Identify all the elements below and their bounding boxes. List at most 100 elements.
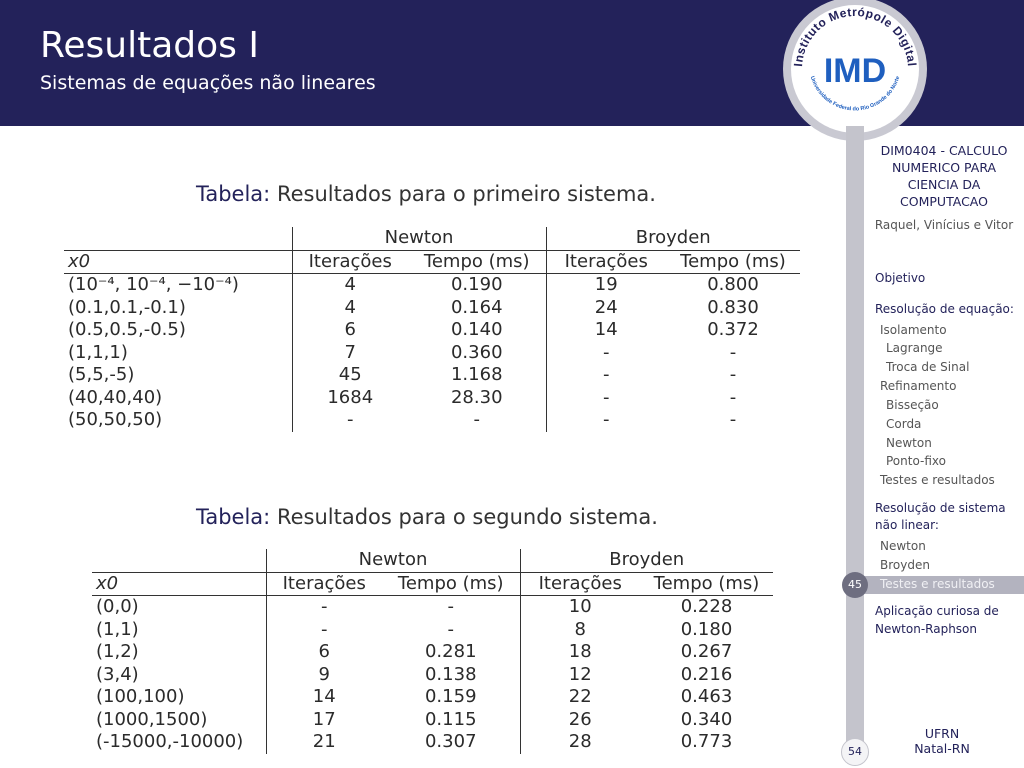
cell-broyden-time: - — [729, 341, 737, 363]
cell-x0: (-15000,-10000) — [96, 731, 244, 752]
table-row: (1000,1500) 17 0.115 26 0.340 — [92, 708, 773, 731]
cell-newton-time: 0.360 — [450, 341, 503, 363]
cell-broyden-time: 0.228 — [680, 596, 733, 617]
cell-newton-iter: - — [265, 595, 382, 619]
sidebar-item-newton-2[interactable]: Newton — [880, 539, 926, 553]
authors: Raquel, Vinícius e Vitor — [874, 218, 1014, 232]
table1: Newton Broyden x0 Iterações Tempo (ms) I… — [64, 227, 800, 432]
cell-broyden-iter: - — [545, 341, 666, 364]
sidebar-active-highlight — [846, 576, 1024, 594]
cell-x0: (3,4) — [96, 663, 139, 685]
sidebar-item-corda[interactable]: Corda — [886, 417, 922, 431]
slide-subtitle: Sistemas de equações não lineares — [40, 72, 376, 94]
cell-newton-time: 0.281 — [424, 641, 477, 662]
cell-x0: (5,5,-5) — [68, 364, 135, 385]
sidebar-item-testes-1[interactable]: Testes e resultados — [880, 473, 995, 487]
sidebar-item-aplicacao[interactable]: Aplicação curiosa de — [875, 604, 999, 618]
sidebar-item-newton-1[interactable]: Newton — [886, 436, 932, 450]
cell-newton-iter: 45 — [291, 364, 408, 387]
logo-acronym: IMD — [824, 52, 886, 90]
cell-x0: (0.5,0.5,-0.5) — [68, 319, 186, 340]
table1-caption-text: Resultados para o primeiro sistema. — [276, 182, 656, 206]
cell-newton-iter: 21 — [265, 731, 382, 754]
cell-broyden-iter: 26 — [519, 708, 640, 731]
sidebar-item-ponto-fixo[interactable]: Ponto-fixo — [886, 454, 946, 468]
cell-broyden-iter: - — [545, 364, 666, 387]
cell-broyden-iter: 22 — [519, 686, 640, 709]
table-row: (100,100) 14 0.159 22 0.463 — [92, 686, 773, 709]
cell-broyden-iter: 18 — [519, 641, 640, 664]
table-row: (1,2) 6 0.281 18 0.267 — [92, 641, 773, 664]
table2-column-header: x0 Iterações Tempo (ms) Iterações Tempo … — [92, 571, 773, 596]
cell-x0: (1,1,1) — [68, 341, 128, 363]
cell-broyden-time: 0.267 — [680, 641, 733, 662]
cell-newton-time: - — [447, 618, 455, 640]
table-row: (0.5,0.5,-0.5) 6 0.140 14 0.372 — [64, 319, 800, 342]
table-row: (1,1) - - 8 0.180 — [92, 618, 773, 641]
sidebar-item-refinamento[interactable]: Refinamento — [880, 379, 957, 393]
cell-x0: (1,1) — [96, 618, 139, 640]
cell-newton-iter: - — [265, 618, 382, 641]
footer-ufrn: UFRN — [924, 726, 960, 741]
cell-x0: (0.1,0.1,-0.1) — [68, 296, 186, 318]
cell-newton-iter: 6 — [291, 319, 408, 342]
sidebar-item-objetivo[interactable]: Objetivo — [875, 271, 926, 285]
cell-broyden-time: - — [729, 386, 737, 408]
cell-broyden-time: 0.830 — [707, 296, 759, 318]
table1-group-header: Newton Broyden — [64, 227, 800, 251]
sidebar-item-newton-raphson[interactable]: Newton-Raphson — [875, 622, 978, 636]
cell-newton-time: 0.159 — [424, 686, 477, 707]
table-row: (0,0) - - 10 0.228 — [92, 595, 773, 619]
cell-newton-iter: 6 — [265, 641, 382, 664]
sidebar-item-resolucao-sistema[interactable]: Resolução de sistema — [875, 501, 1006, 515]
sidebar-item-resolucao-equacao[interactable]: Resolução de equação: — [875, 302, 1014, 316]
cell-x0: (1000,1500) — [96, 708, 208, 730]
table1-group-broyden: Broyden — [545, 227, 800, 251]
sidebar-item-lagrange[interactable]: Lagrange — [886, 341, 943, 355]
table2-col-broyden-iter: Iterações — [519, 571, 640, 596]
table1-col-newton-time: Tempo (ms) — [408, 249, 546, 274]
cell-broyden-iter: 19 — [545, 273, 666, 297]
table2-caption: Tabela: Resultados para o segundo sistem… — [196, 505, 658, 529]
cell-newton-time: 0.190 — [450, 274, 503, 295]
cell-newton-time: 0.140 — [450, 319, 503, 340]
sidebar-item-nao-linear[interactable]: não linear: — [875, 518, 939, 532]
cell-newton-iter: - — [291, 409, 408, 432]
cell-broyden-iter: 28 — [519, 731, 640, 754]
sidebar-rail — [846, 126, 864, 754]
cell-broyden-time: - — [729, 364, 737, 385]
sidebar-item-broyden[interactable]: Broyden — [880, 558, 930, 572]
table2: Newton Broyden x0 Iterações Tempo (ms) I… — [92, 549, 773, 754]
sidebar-item-testes-2-active[interactable]: Testes e resultados — [880, 577, 995, 591]
current-slide-badge: 45 — [842, 572, 868, 598]
course-name: DIM0404 - CALCULO NUMERICO PARA CIENCIA … — [880, 143, 1008, 209]
cell-broyden-time: 0.216 — [680, 663, 733, 685]
table2-col-newton-time: Tempo (ms) — [382, 571, 520, 596]
table-row: (10⁻⁴, 10⁻⁴, −10⁻⁴) 4 0.190 19 0.800 — [64, 273, 800, 297]
cell-broyden-time: 0.180 — [680, 618, 733, 640]
table-row: (50,50,50) - - - - — [64, 409, 800, 432]
table-row: (-15000,-10000) 21 0.307 28 0.773 — [92, 731, 773, 754]
cell-newton-time: 0.164 — [450, 296, 503, 318]
cell-broyden-iter: 12 — [519, 663, 640, 686]
cell-broyden-time: 0.463 — [680, 686, 733, 707]
imd-logo: Instituto Metrópole Digital IMD Universi… — [783, 0, 927, 141]
cell-newton-time: 28.30 — [450, 386, 503, 408]
cell-broyden-time: 0.773 — [680, 731, 733, 752]
cell-newton-time: 1.168 — [450, 364, 503, 385]
cell-x0: (0,0) — [96, 596, 139, 617]
sidebar-item-troca-de-sinal[interactable]: Troca de Sinal — [886, 360, 970, 374]
sidebar-item-isolamento[interactable]: Isolamento — [880, 323, 947, 337]
cell-newton-iter: 4 — [291, 296, 408, 319]
table1-col-x0: x0 — [64, 249, 292, 274]
cell-broyden-time: 0.800 — [707, 274, 759, 295]
cell-broyden-iter: 14 — [545, 319, 666, 342]
cell-newton-time: - — [447, 596, 455, 617]
cell-broyden-time: - — [729, 409, 737, 430]
table2-group-broyden: Broyden — [519, 549, 773, 573]
table-row: (1,1,1) 7 0.360 - - — [64, 341, 800, 364]
cell-newton-iter: 7 — [291, 341, 408, 364]
sidebar-item-bissecao[interactable]: Bisseção — [886, 398, 939, 412]
cell-newton-time: 0.138 — [424, 663, 477, 685]
cell-broyden-iter: 10 — [519, 595, 640, 619]
